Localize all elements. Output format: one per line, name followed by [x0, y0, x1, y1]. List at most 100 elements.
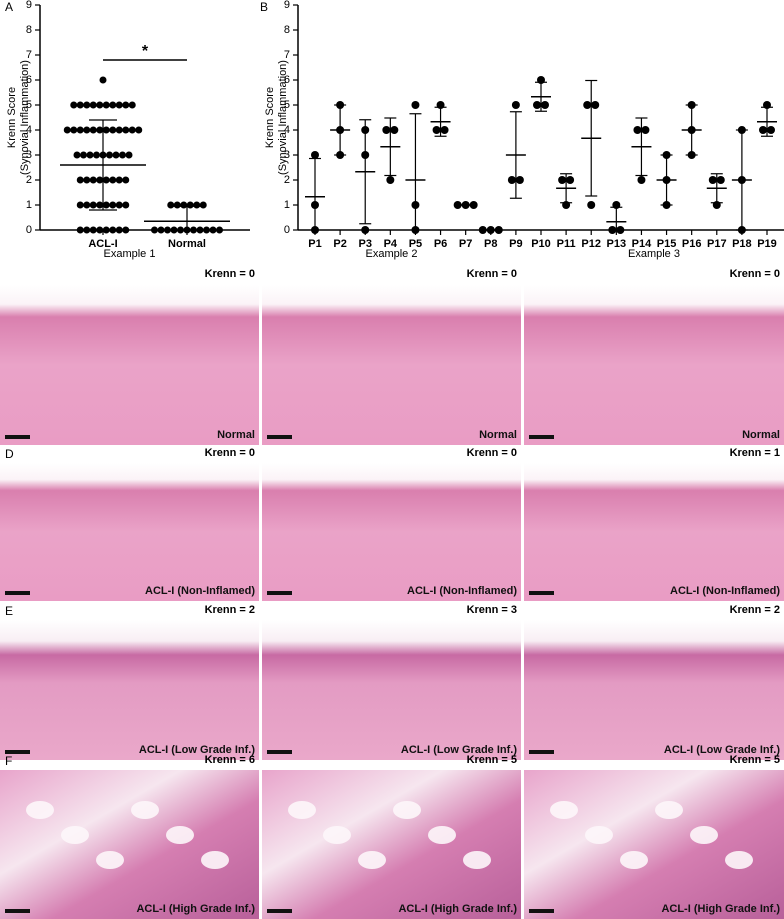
data-point [128, 126, 136, 134]
data-point [382, 126, 391, 134]
krenn-label: Krenn = 2 [730, 604, 780, 616]
data-point [196, 226, 204, 234]
y-tick-label: 6 [284, 74, 290, 86]
data-point [167, 201, 175, 209]
x-tick-label: P4 [384, 238, 398, 250]
histology-image [262, 770, 521, 919]
data-point [115, 201, 123, 209]
y-tick-label: 7 [26, 49, 32, 61]
tissue-space [288, 801, 316, 819]
data-point [89, 176, 97, 184]
krenn-label: Krenn = 3 [467, 604, 517, 616]
y-tick-label: 9 [284, 0, 290, 11]
x-tick-label: P15 [657, 238, 677, 250]
data-point [151, 226, 158, 234]
x-tick-label: P14 [632, 238, 652, 250]
data-point [157, 226, 165, 234]
data-point [608, 226, 617, 234]
data-point [209, 226, 217, 234]
data-point [89, 226, 97, 234]
data-point [203, 226, 210, 234]
data-point [83, 201, 91, 209]
data-point [767, 126, 775, 134]
data-point [76, 176, 84, 184]
tissue-space [96, 851, 124, 869]
tissue-space [585, 826, 613, 844]
dot-plot: B Krenn Score (Synovial Inflammation) 0 1 2 3 4… [260, 0, 784, 250]
data-point [186, 201, 194, 209]
data-point [566, 176, 575, 184]
data-point [193, 201, 201, 209]
data-point [112, 151, 120, 159]
y-tick-label: 4 [284, 124, 290, 136]
data-point [115, 126, 123, 134]
y-tick-label: 0 [26, 224, 32, 236]
panel-letter: E [5, 604, 13, 618]
panel-letter: F [5, 754, 12, 768]
krenn-label: Krenn = 6 [205, 754, 255, 766]
data-point [641, 126, 650, 134]
x-tick-label: P17 [707, 238, 727, 250]
tissue-label: Normal [742, 429, 780, 441]
data-point [83, 226, 91, 234]
data-point [109, 226, 117, 234]
data-point [558, 176, 567, 184]
histology-image [524, 770, 784, 919]
data-point [109, 126, 117, 134]
data-point [70, 101, 78, 109]
data-point [125, 151, 133, 159]
tissue-label: ACL-I (Low Grade Inf.) [401, 744, 517, 756]
data-point [89, 101, 97, 109]
data-point [708, 176, 717, 184]
column-title: Example 1 [104, 248, 156, 260]
tissue-label: ACL-I (Non-Inflamed) [407, 585, 517, 597]
tissue-space [393, 801, 421, 819]
tissue-label: ACL-I (Low Grade Inf.) [664, 744, 780, 756]
data-point [83, 101, 91, 109]
data-point [89, 126, 97, 134]
histology-image [262, 285, 521, 445]
y-tick-label: 9 [26, 0, 32, 11]
x-tick-label: ACL-I [88, 238, 117, 250]
data-point [633, 126, 642, 134]
y-tick-label: 5 [284, 99, 290, 111]
tissue-space [725, 851, 753, 869]
krenn-label: Krenn = 5 [730, 754, 780, 766]
krenn-label: Krenn = 0 [467, 268, 517, 280]
data-point [96, 201, 104, 209]
histology-image [524, 463, 784, 601]
data-point [70, 126, 78, 134]
scale-bar [267, 435, 292, 439]
data-point [76, 101, 84, 109]
data-point [102, 176, 110, 184]
tissue-space [655, 801, 683, 819]
data-point [587, 201, 596, 209]
x-tick-label: P13 [607, 238, 627, 250]
scale-bar [267, 909, 292, 913]
data-point [507, 176, 516, 184]
data-point [616, 226, 625, 234]
data-point [93, 151, 100, 159]
tissue-label: ACL-I (Non-Inflamed) [145, 585, 255, 597]
data-point [109, 101, 117, 109]
data-point [180, 201, 188, 209]
tissue-space [131, 801, 159, 819]
column-title: Example 2 [366, 248, 418, 260]
tissue-space [323, 826, 351, 844]
data-point [583, 101, 592, 109]
scale-bar [529, 750, 554, 754]
data-point [591, 101, 600, 109]
panel-letter: A [5, 0, 13, 14]
data-point [390, 126, 399, 134]
x-tick-label: P12 [581, 238, 601, 250]
data-point [76, 226, 84, 234]
data-point [440, 126, 449, 134]
data-point [311, 151, 319, 159]
x-tick-label: P16 [682, 238, 702, 250]
y-axis-label: (Synovial Inflammation) [277, 60, 289, 175]
data-point [63, 126, 71, 134]
x-tick-label: Normal [168, 238, 206, 250]
data-point [170, 226, 178, 234]
data-point [386, 176, 395, 184]
